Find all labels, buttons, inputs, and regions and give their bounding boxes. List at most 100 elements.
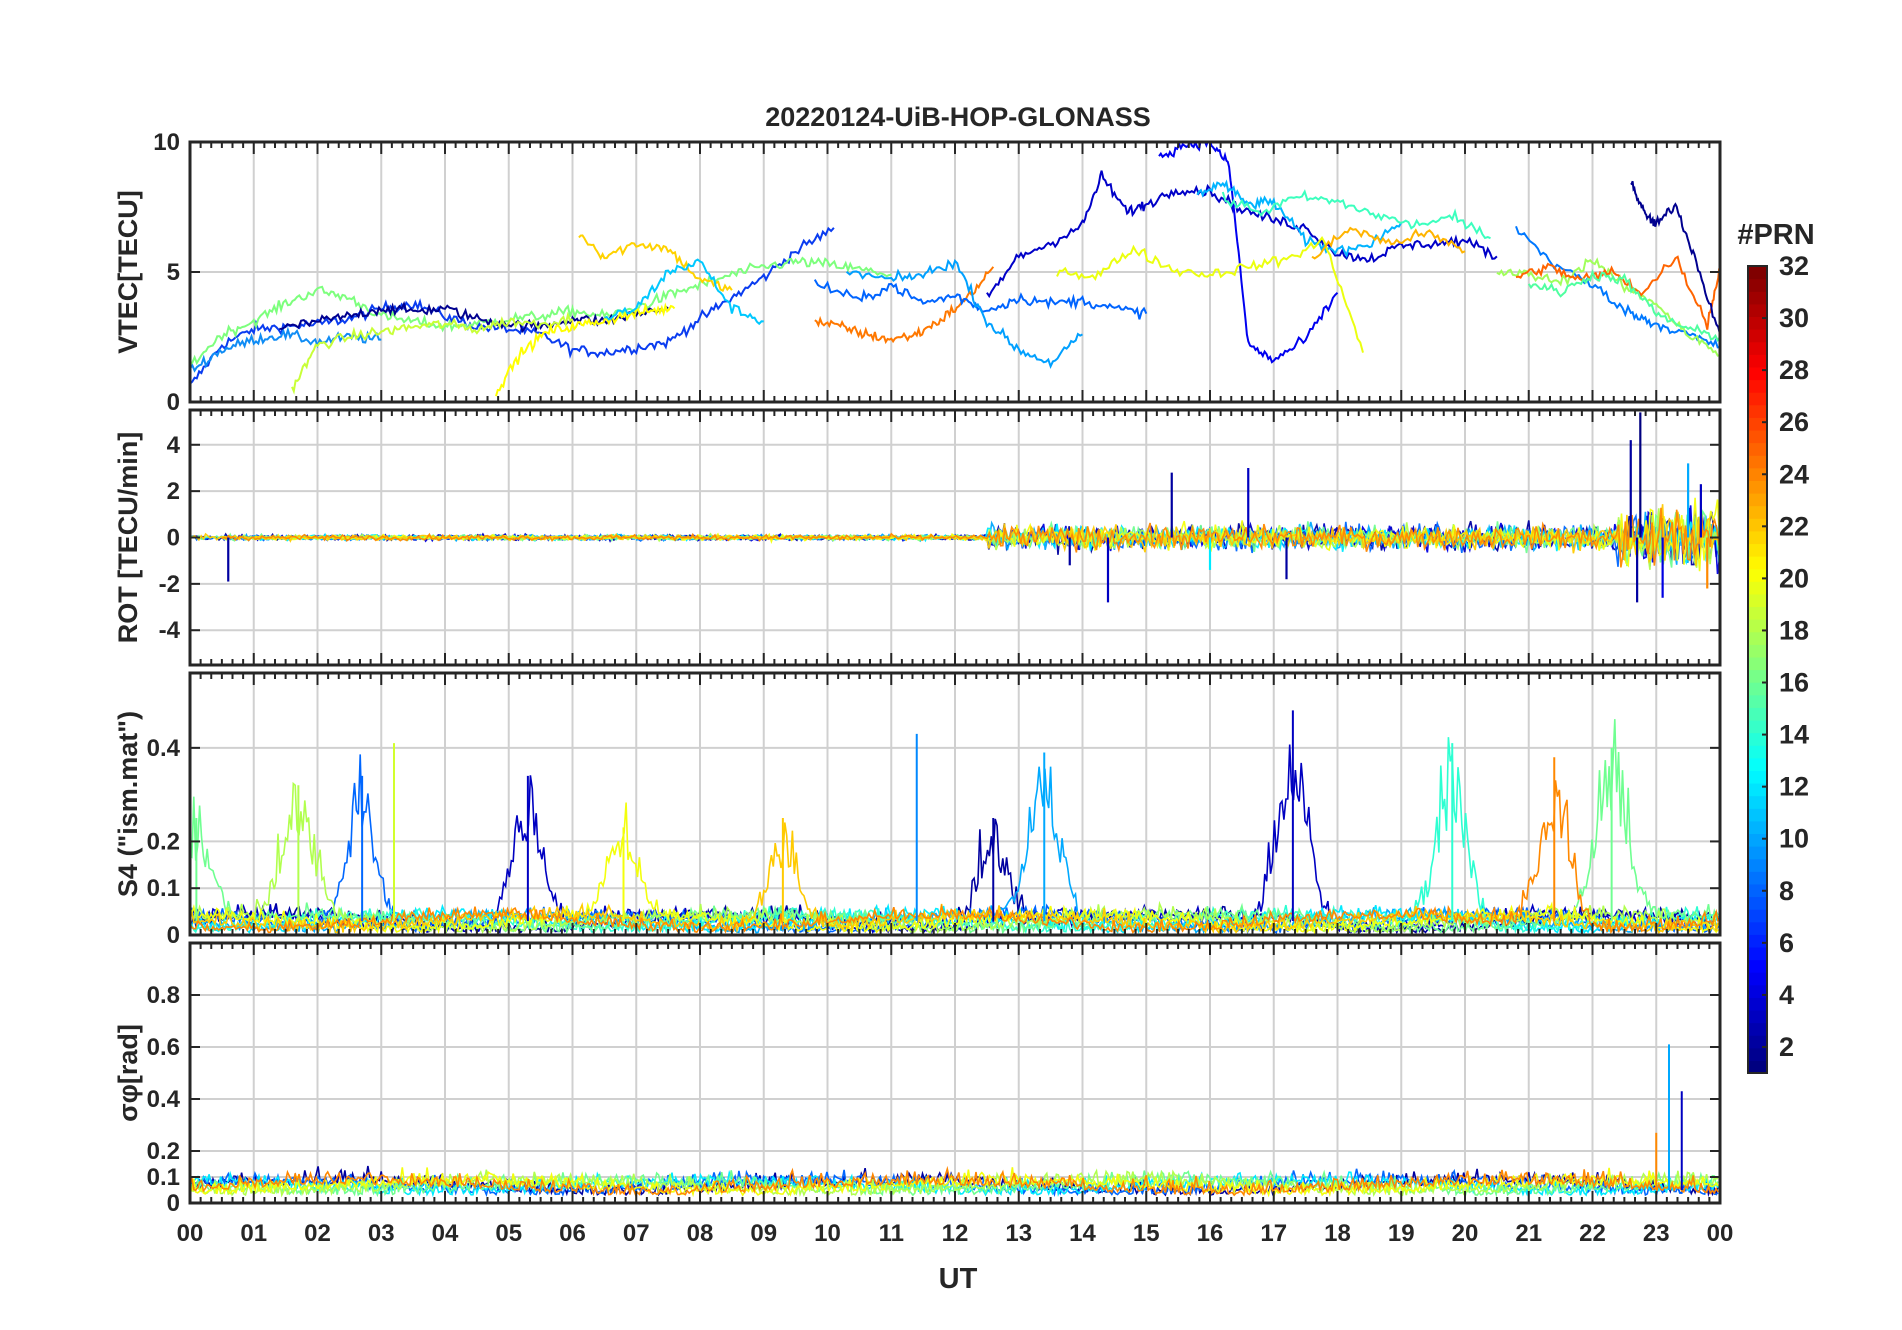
x-tick-label: 08: [687, 1220, 714, 1247]
colorbar-segment: [1748, 266, 1767, 280]
panel-data: [190, 412, 1720, 603]
colorbar-segment: [1748, 568, 1767, 582]
colorbar-segment: [1748, 354, 1767, 368]
x-tick-label: 16: [1197, 1220, 1224, 1247]
colorbar-segment: [1748, 303, 1767, 318]
colorbar-segment: [1748, 492, 1767, 507]
y-tick-label: 0.4: [147, 735, 181, 762]
colorbar-segment: [1748, 278, 1767, 292]
colorbar-segment: [1748, 820, 1767, 835]
y-tick-label: 2: [167, 478, 180, 505]
x-tick-label: 22: [1579, 1220, 1606, 1247]
panel-s4: 0 0.1 0.2 0.4S4 ("ism.mat"): [113, 671, 1722, 949]
colorbar-segment: [1748, 417, 1767, 431]
x-tick-label: 21: [1515, 1220, 1542, 1247]
y-axis-label: ROT [TECU/min]: [113, 432, 143, 643]
y-tick-label: 0: [167, 1190, 180, 1217]
x-tick-label: 06: [559, 1220, 586, 1247]
y-tick-label: 0.1: [147, 875, 180, 902]
panel-data: [190, 142, 1720, 397]
colorbar-segment: [1748, 934, 1767, 948]
y-tick-label: -2: [159, 571, 180, 598]
x-tick-label: 02: [304, 1220, 331, 1247]
vtec-series-line: [1515, 255, 1720, 330]
y-axis-label: S4 ("ism.mat"): [113, 711, 143, 897]
colorbar-segment: [1748, 745, 1767, 759]
x-tick-label: 20: [1452, 1220, 1479, 1247]
colorbar-segment: [1748, 959, 1767, 973]
colorbar-segment: [1748, 556, 1767, 570]
colorbar-segment: [1748, 392, 1767, 406]
colorbar-tick-label: 30: [1779, 303, 1809, 333]
colorbar-segment: [1748, 770, 1767, 784]
y-tick-label: 0.1: [147, 1164, 180, 1191]
vtec-series-line: [291, 311, 574, 395]
colorbar-segment: [1748, 909, 1767, 923]
colorbar-segment: [1748, 808, 1767, 822]
y-tick-label: 0.8: [147, 982, 180, 1009]
colorbar-tick-label: 26: [1779, 407, 1809, 437]
colorbar-tick-label: 2: [1779, 1032, 1794, 1062]
colorbar-segment: [1748, 707, 1767, 721]
colorbar-segment: [1748, 505, 1767, 519]
colorbar-tick-label: 24: [1779, 459, 1809, 489]
figure-title: 20220124-UiB-HOP-GLONASS: [765, 102, 1151, 132]
x-tick-label: 17: [1260, 1220, 1287, 1247]
x-tick-label: 11: [879, 1220, 904, 1247]
colorbar-segment: [1748, 1047, 1767, 1061]
colorbar-tick-label: 4: [1779, 980, 1794, 1010]
y-tick-label: 0.6: [147, 1034, 180, 1061]
vtec-series-line: [190, 326, 382, 373]
x-tick-label: 05: [495, 1220, 522, 1247]
colorbar-tick-label: 16: [1779, 668, 1809, 698]
colorbar-segment: [1748, 593, 1767, 608]
vtec-series-line: [190, 256, 892, 366]
x-tick-label: 04: [432, 1220, 459, 1247]
rot-series-line: [221, 507, 1720, 568]
x-tick-label: 07: [623, 1220, 650, 1247]
sigma-series-line: [190, 1167, 1719, 1198]
colorbar-segment: [1748, 1035, 1767, 1049]
y-tick-label: 4: [167, 432, 181, 459]
x-tick-label: 15: [1133, 1220, 1160, 1247]
x-tick-label: 18: [1324, 1220, 1351, 1247]
x-axis-label: UT: [939, 1263, 978, 1295]
colorbar-segment: [1748, 694, 1767, 708]
x-tick-label: 09: [750, 1220, 777, 1247]
colorbar-segment: [1748, 1009, 1767, 1024]
colorbar-segment: [1748, 455, 1767, 469]
colorbar-segment: [1748, 997, 1767, 1011]
colorbar-segment: [1748, 846, 1767, 860]
y-axis-label: σφ[rad]: [113, 1024, 143, 1122]
colorbar-frame: [1747, 265, 1768, 1074]
y-axis-label: VTEC[TECU]: [113, 190, 143, 354]
colorbar-tick-label: 32: [1779, 251, 1809, 281]
colorbar-tick-label: 8: [1779, 876, 1794, 906]
y-tick-label: 0.2: [147, 1138, 180, 1165]
x-tick-label: 19: [1388, 1220, 1415, 1247]
colorbar-tick-label: 22: [1779, 511, 1809, 541]
colorbar-segment: [1748, 1022, 1767, 1036]
vtec-series-line: [1221, 189, 1491, 240]
colorbar-segment: [1748, 669, 1767, 683]
panel-frame: [188, 671, 1722, 937]
x-tick-label: 10: [814, 1220, 841, 1247]
vtec-series-line: [845, 258, 1083, 369]
vtec-series-line: [1056, 236, 1364, 353]
colorbar-segment: [1748, 644, 1767, 658]
colorbar-segment: [1748, 429, 1767, 444]
colorbar-segment: [1748, 921, 1767, 935]
colorbar-segment: [1748, 631, 1767, 645]
colorbar-tick-label: 14: [1779, 720, 1809, 750]
panel-data: [190, 1044, 1719, 1198]
colorbar-tick-label: 10: [1779, 824, 1809, 854]
vtec-series-line: [1527, 268, 1720, 343]
colorbar-segment: [1748, 984, 1767, 998]
colorbar-segment: [1748, 871, 1767, 885]
colorbar-segment: [1748, 732, 1767, 746]
x-tick-label: 00: [1707, 1220, 1734, 1247]
colorbar-segment: [1748, 467, 1767, 481]
colorbar-segment: [1748, 883, 1767, 898]
